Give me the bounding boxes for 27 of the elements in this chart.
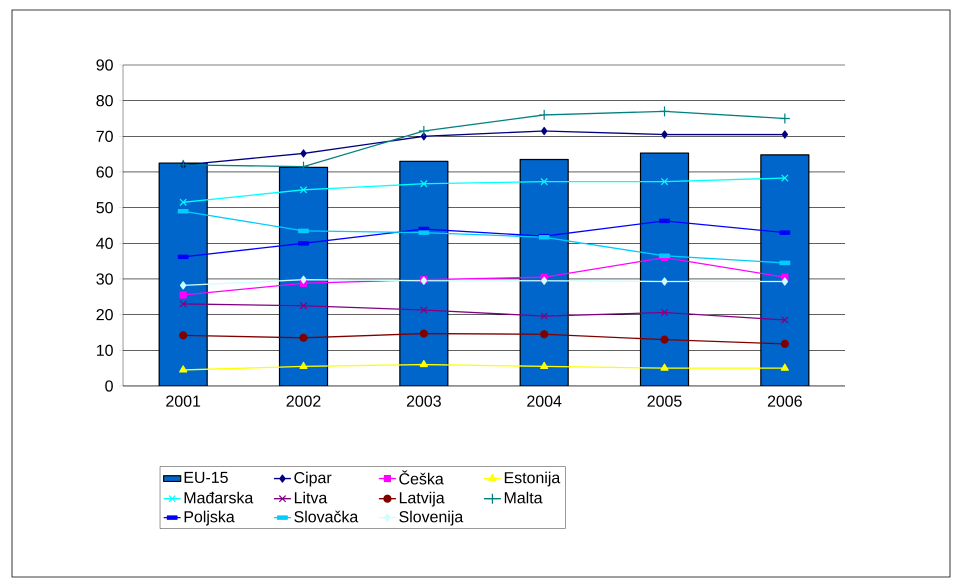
y-tick-label: 60 <box>96 166 113 178</box>
x-tick-label: 2004 <box>527 396 562 407</box>
y-tick-label: 70 <box>96 130 113 142</box>
legend-label: Slovenija <box>399 510 464 526</box>
x-tick-label: 2003 <box>406 396 441 407</box>
legend-label: Malta <box>504 492 543 504</box>
x-tick-label: 2006 <box>768 396 802 407</box>
legend-label: EU-15 <box>184 472 228 484</box>
legend-label: Mađarska <box>184 492 254 504</box>
legend-label: Latvija <box>400 492 445 507</box>
x-tick-label: 2001 <box>166 396 200 407</box>
y-tick-label: 30 <box>96 273 113 285</box>
y-tick-label: 40 <box>96 238 113 249</box>
y-tick-label: 20 <box>96 309 113 320</box>
legend-label: Cipar <box>294 472 332 486</box>
y-tick-label: 80 <box>96 95 113 106</box>
legend-label: Slovačka <box>294 510 358 522</box>
legend-label: Estonija <box>504 472 560 486</box>
legend-label: Poljska <box>184 510 235 526</box>
x-tick-label: 2005 <box>648 396 682 407</box>
y-tick-label: 0 <box>105 380 113 392</box>
y-tick-label: 50 <box>96 202 113 214</box>
legend-label: Litva <box>294 492 328 504</box>
x-tick-label: 2002 <box>286 396 320 407</box>
y-tick-label: 90 <box>96 59 113 71</box>
y-tick-label: 10 <box>96 344 113 356</box>
legend-label: Češka <box>399 470 444 485</box>
